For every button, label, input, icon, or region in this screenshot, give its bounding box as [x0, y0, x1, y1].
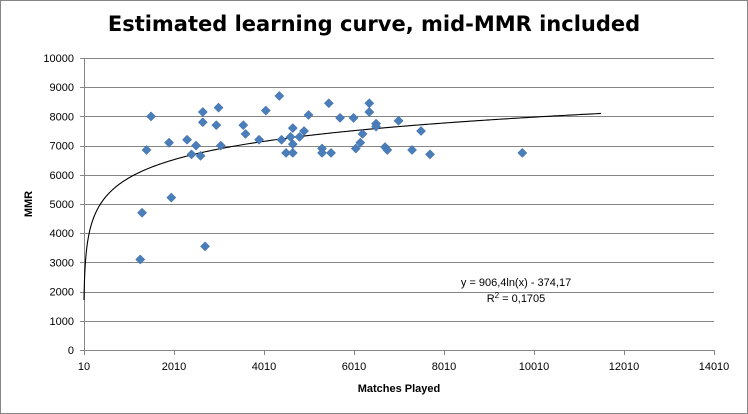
data-point	[335, 112, 346, 123]
x-tick-label: 10010	[519, 361, 550, 373]
data-point	[215, 140, 226, 151]
data-point	[326, 147, 337, 158]
data-point	[287, 139, 298, 150]
data-point	[274, 91, 285, 101]
y-tick-label: 4000	[50, 228, 74, 240]
data-point	[287, 123, 298, 134]
data-point	[240, 128, 251, 139]
data-point	[200, 241, 211, 252]
y-tick-label: 9000	[50, 82, 74, 94]
data-point	[197, 107, 208, 117]
data-points	[135, 91, 528, 265]
data-point	[393, 115, 404, 126]
data-point	[355, 137, 366, 148]
data-point	[135, 254, 146, 265]
x-tick-label: 12010	[609, 361, 640, 373]
data-point	[294, 131, 305, 142]
data-point	[281, 147, 292, 158]
data-point	[191, 140, 202, 151]
data-point	[141, 145, 152, 155]
data-point	[260, 105, 271, 116]
y-tick-label: 10000	[43, 53, 74, 65]
trendline-equation: y = 906,4ln(x) - 374,17	[461, 277, 571, 289]
gridlines	[84, 58, 714, 322]
x-tick-label: 8010	[432, 361, 456, 373]
x-axis-label: Matches Played	[358, 383, 441, 395]
y-tick-label: 3000	[50, 257, 74, 269]
data-point	[195, 150, 206, 161]
data-point	[364, 98, 375, 109]
data-point	[517, 147, 528, 158]
data-point	[371, 121, 382, 132]
y-tick-label: 2000	[50, 287, 74, 299]
x-tick-labels: 10 2010 4010 6010 8010 10010 12010 14010	[78, 350, 729, 373]
data-point	[303, 109, 314, 120]
y-tick-label: 8000	[50, 111, 74, 123]
data-point	[299, 126, 310, 136]
x-tick-label: 4010	[252, 361, 276, 373]
y-tick-labels: 0 1000 2000 3000 4000 5000 6000 7000 8000 9000 100…	[43, 53, 84, 357]
r2-sup: 2	[495, 291, 500, 300]
data-point	[238, 120, 249, 131]
chart-title: Estimated learning curve, mid-MMR includ…	[107, 12, 641, 36]
x-tick-label: 2010	[162, 361, 186, 373]
x-tick-label: 14010	[699, 361, 730, 373]
data-point	[166, 192, 177, 203]
data-point	[213, 102, 224, 113]
y-axis-label: MMR	[23, 191, 35, 217]
data-point	[425, 149, 436, 160]
y-tick-label: 0	[68, 345, 74, 357]
data-point	[285, 131, 296, 142]
data-point	[382, 145, 393, 155]
y-tick-label: 6000	[50, 170, 74, 182]
data-point	[407, 145, 418, 155]
data-point	[137, 207, 148, 218]
data-point	[146, 111, 157, 122]
data-point	[348, 112, 359, 123]
data-point	[350, 143, 361, 154]
data-point	[357, 128, 368, 139]
data-point	[164, 137, 175, 148]
data-point	[323, 98, 334, 109]
y-tick-label: 1000	[50, 316, 74, 328]
axes	[84, 58, 714, 351]
data-point	[287, 147, 298, 158]
data-point	[186, 149, 197, 160]
trendline-r-squared: R2 = 0,1705	[487, 291, 546, 306]
data-point	[317, 147, 328, 158]
data-point	[211, 120, 222, 131]
trendline	[83, 112, 602, 300]
data-point	[197, 117, 208, 128]
data-point	[276, 134, 287, 145]
x-tick-label: 10	[78, 361, 90, 373]
r2-prefix: R	[487, 293, 495, 305]
data-point	[254, 134, 265, 145]
data-point	[416, 126, 427, 136]
y-tick-label: 7000	[50, 141, 74, 153]
x-tick-label: 6010	[342, 361, 366, 373]
data-point	[364, 107, 375, 117]
y-tick-label: 5000	[50, 199, 74, 211]
data-point	[182, 134, 193, 145]
r2-suffix: = 0,1705	[499, 293, 545, 305]
